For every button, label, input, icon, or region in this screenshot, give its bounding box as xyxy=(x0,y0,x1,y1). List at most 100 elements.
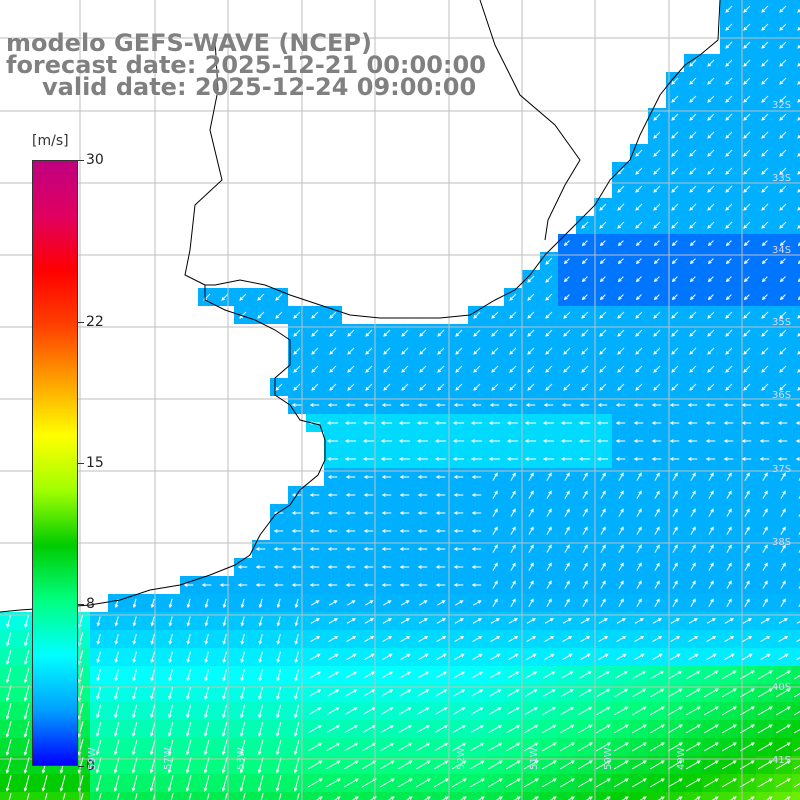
wind-vector xyxy=(724,618,734,624)
wind-vector-head xyxy=(329,350,334,355)
wind-vector-head xyxy=(204,695,208,700)
wind-vector xyxy=(97,616,101,626)
wind-cell xyxy=(162,792,180,800)
wind-vector xyxy=(796,657,800,661)
wind-vector-head xyxy=(714,706,719,710)
wind-vector xyxy=(689,311,697,319)
wind-vector xyxy=(707,149,715,157)
wind-vector-head xyxy=(316,618,320,622)
wind-vector xyxy=(508,636,518,642)
wind-vector-head xyxy=(131,787,136,792)
wind-vector-head xyxy=(407,707,412,711)
latitude-label: 33S xyxy=(772,173,792,184)
wind-vector xyxy=(510,527,516,535)
wind-vector xyxy=(708,545,714,553)
wind-vector xyxy=(585,796,593,800)
wind-vector-head xyxy=(309,547,314,551)
wind-vector-head xyxy=(525,403,530,407)
wind-vector xyxy=(222,722,228,736)
wind-vector xyxy=(613,760,629,770)
wind-vector xyxy=(276,775,282,791)
wind-vector xyxy=(779,59,787,67)
wind-vector-head xyxy=(692,562,696,567)
wind-vector-head xyxy=(255,583,260,587)
wind-vector-head xyxy=(480,725,484,729)
wind-vector xyxy=(383,329,391,337)
wind-vector xyxy=(580,618,590,624)
wind-vector-head xyxy=(257,296,262,301)
wind-vector xyxy=(507,671,519,679)
wind-vector-head xyxy=(494,490,498,495)
wind-vector xyxy=(546,581,552,589)
wind-vector-head xyxy=(633,403,638,407)
wind-vector-head xyxy=(354,796,359,800)
wind-vector xyxy=(473,347,481,355)
wind-vector xyxy=(744,581,750,589)
wind-vector-head xyxy=(408,796,413,800)
wind-vector xyxy=(653,311,661,319)
wind-vector-head xyxy=(584,490,588,495)
wind-vector xyxy=(577,742,593,752)
wind-vector-head xyxy=(658,635,663,640)
wind-vector-head xyxy=(604,635,609,640)
wind-vector xyxy=(492,581,498,589)
wind-vector-head xyxy=(512,580,516,585)
wind-vector xyxy=(689,383,697,391)
wind-vector-head xyxy=(570,724,575,729)
wind-vector xyxy=(780,258,786,264)
wind-vector xyxy=(721,724,737,734)
wind-vector-head xyxy=(545,350,550,355)
wind-vector-head xyxy=(309,529,314,533)
wind-vector-head xyxy=(24,623,28,629)
wind-vector-head xyxy=(707,206,712,211)
wind-vector-head xyxy=(370,618,374,622)
wind-vector-head xyxy=(671,278,676,283)
wind-vector-head xyxy=(588,742,593,746)
wind-vector-head xyxy=(779,170,784,175)
wind-vector xyxy=(703,706,719,716)
wind-vector xyxy=(133,633,137,645)
wind-vector xyxy=(527,383,535,391)
wind-vector xyxy=(635,329,643,337)
wind-vector xyxy=(618,491,624,499)
wind-vector-head xyxy=(316,635,321,640)
wind-vector xyxy=(150,704,156,718)
wind-cell xyxy=(792,468,800,486)
wind-vector-head xyxy=(471,493,476,497)
wind-vector xyxy=(418,618,428,624)
wind-vector xyxy=(761,131,769,139)
wind-vector xyxy=(775,778,791,788)
wind-vector-head xyxy=(620,490,624,495)
wind-vector-head xyxy=(624,724,629,728)
wind-vector xyxy=(345,689,357,697)
wind-vector-head xyxy=(743,278,748,283)
wind-vector xyxy=(797,63,800,67)
wind-vector-head xyxy=(653,188,658,193)
wind-vector-head xyxy=(317,707,322,711)
wind-vector xyxy=(672,581,678,589)
wind-vector xyxy=(541,778,557,788)
wind-vector-head xyxy=(581,350,586,355)
wind-vector-head xyxy=(494,508,498,513)
wind-vector-head xyxy=(276,659,281,664)
wind-vector-head xyxy=(761,26,766,31)
wind-vector xyxy=(510,581,516,589)
wind-cell xyxy=(180,792,198,800)
wind-vector-head xyxy=(728,598,732,603)
wind-vector-head xyxy=(633,439,638,443)
wind-vector-head xyxy=(714,670,719,675)
wind-vector-head xyxy=(329,386,334,391)
wind-vector-head xyxy=(678,742,683,746)
wind-vector xyxy=(222,739,228,755)
wind-vector xyxy=(417,689,429,697)
wind-vector-head xyxy=(728,562,732,567)
wind-vector xyxy=(724,636,734,642)
wind-vector-head xyxy=(435,565,440,569)
wind-vector-head xyxy=(761,242,766,247)
wind-vector xyxy=(523,760,539,770)
wind-vector xyxy=(257,311,265,319)
coastline xyxy=(0,0,721,613)
wind-vector xyxy=(581,347,589,355)
wind-vector-head xyxy=(534,742,539,746)
